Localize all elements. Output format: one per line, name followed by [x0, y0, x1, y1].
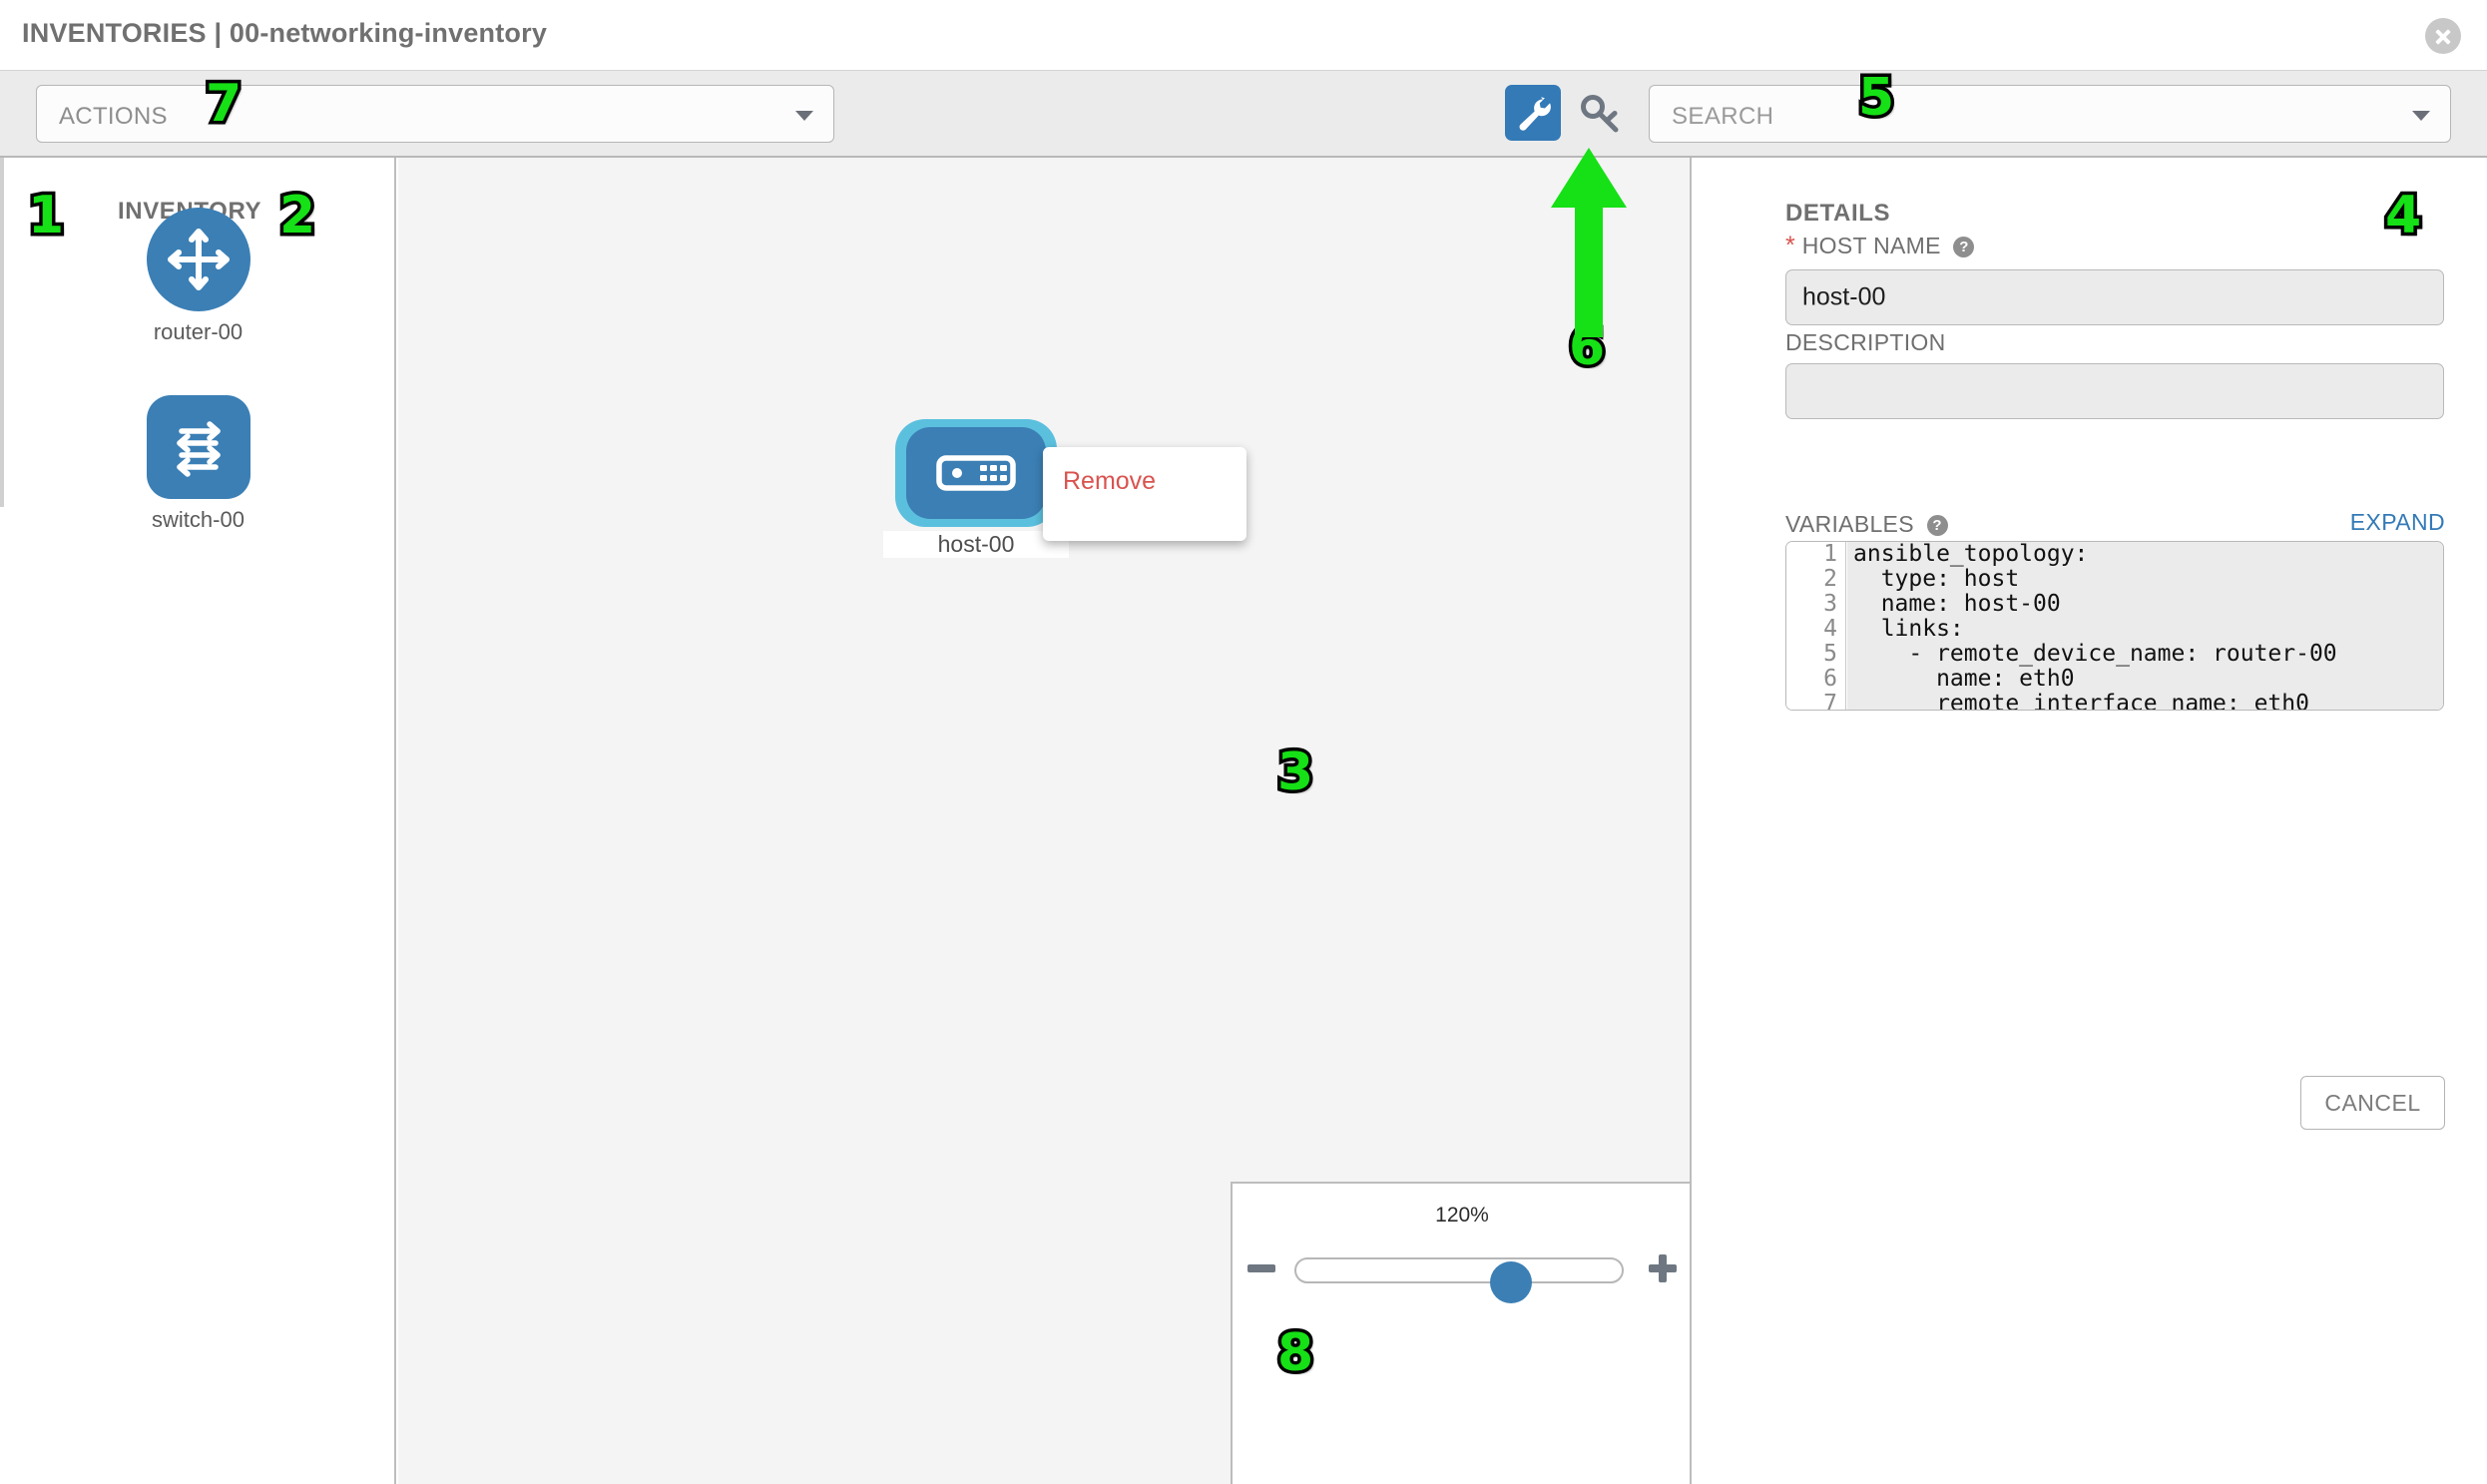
inventory-item-router[interactable]: router-00 — [0, 208, 396, 367]
help-icon[interactable]: ? — [1953, 237, 1975, 257]
line-number: 4 — [1823, 616, 1837, 642]
description-field[interactable] — [1785, 363, 2444, 419]
line-number: 1 — [1823, 541, 1837, 567]
code-line: type: host — [1853, 566, 2020, 592]
host-name-value: host-00 — [1802, 282, 1886, 311]
host-name-field[interactable]: host-00 — [1785, 269, 2444, 325]
server-icon — [906, 427, 1046, 519]
details-panel-title: DETAILS — [1785, 200, 1891, 227]
panel-divider — [0, 347, 4, 507]
zoom-in-button[interactable] — [1646, 1251, 1680, 1285]
inventory-item-switch[interactable]: switch-00 — [0, 395, 396, 555]
toolbar: ACTIONS SEARCH — [0, 70, 2487, 158]
search-input[interactable]: SEARCH — [1649, 85, 2451, 143]
zoom-control: 120% — [1231, 1182, 1690, 1484]
window-titlebar: INVENTORIES | 00-networking-inventory — [0, 0, 2487, 70]
search-placeholder: SEARCH — [1672, 103, 1774, 130]
inventory-item-label: router-00 — [153, 319, 244, 344]
node-context-menu[interactable]: Details Remove — [1043, 447, 1246, 541]
variables-label: VARIABLES ? — [1785, 511, 1948, 538]
code-line: links: — [1853, 616, 1964, 642]
panel-divider — [0, 158, 4, 347]
chevron-down-icon[interactable] — [2412, 111, 2430, 121]
code-line: - remote_device_name: router-00 — [1853, 641, 2337, 667]
key-icon[interactable] — [1579, 93, 1623, 133]
host-name-label-text: HOST NAME — [1801, 233, 1941, 258]
router-icon — [146, 208, 250, 311]
code-line: remote_interface_name: eth0 — [1853, 691, 2309, 711]
cancel-button[interactable]: CANCEL — [2300, 1076, 2445, 1130]
zoom-slider-row — [1233, 1245, 1690, 1303]
editor-code-area[interactable]: ansible_topology: type: host name: host-… — [1847, 542, 2443, 711]
help-icon[interactable]: ? — [1926, 515, 1948, 536]
chevron-down-icon — [795, 111, 813, 121]
page-title: INVENTORIES | 00-networking-inventory — [22, 18, 548, 48]
actions-dropdown-label: ACTIONS — [59, 103, 168, 130]
code-line: name: host-00 — [1853, 591, 2061, 617]
close-icon[interactable] — [2425, 18, 2461, 54]
inventory-item-label: switch-00 — [152, 507, 245, 532]
host-name-label: * HOST NAME ? — [1785, 232, 1975, 260]
inventory-panel: INVENTORY router-00 — [0, 158, 396, 1484]
expand-link[interactable]: EXPAND — [2349, 509, 2445, 535]
editor-line-numbers: 1 2 3 4 5 6 7 — [1786, 541, 1846, 711]
zoom-percent-label: 120% — [1435, 1204, 1489, 1227]
line-number: 3 — [1823, 591, 1837, 617]
details-panel: DETAILS * HOST NAME ? host-00 DESCRIPTIO… — [1694, 158, 2487, 1484]
line-number: 5 — [1823, 641, 1837, 667]
line-number: 2 — [1823, 566, 1837, 592]
content-area: INVENTORY router-00 — [0, 158, 2487, 1484]
variables-editor[interactable]: 1 2 3 4 5 6 7 ansible_topology: type: ho… — [1785, 541, 2444, 711]
variables-label-text: VARIABLES — [1785, 511, 1914, 537]
required-marker: * — [1785, 232, 1796, 259]
canvas-node-host[interactable]: host-00 — [883, 419, 1069, 558]
topology-canvas[interactable]: host-00 Details Remove 120% — [398, 158, 1692, 1484]
actions-dropdown[interactable]: ACTIONS — [36, 85, 834, 143]
zoom-slider-track[interactable] — [1294, 1257, 1624, 1303]
canvas-node-label: host-00 — [883, 531, 1069, 558]
line-number: 6 — [1823, 666, 1837, 692]
description-label: DESCRIPTION — [1785, 329, 1946, 355]
context-menu-item-remove[interactable]: Remove — [1063, 467, 1157, 495]
code-line: ansible_topology: — [1853, 542, 2089, 567]
code-line: name: eth0 — [1853, 666, 2075, 692]
zoom-out-button[interactable] — [1244, 1251, 1278, 1285]
switch-icon — [146, 395, 250, 499]
line-number: 7 — [1823, 691, 1837, 711]
wrench-icon[interactable] — [1505, 85, 1561, 141]
zoom-slider-thumb[interactable] — [1490, 1261, 1532, 1303]
